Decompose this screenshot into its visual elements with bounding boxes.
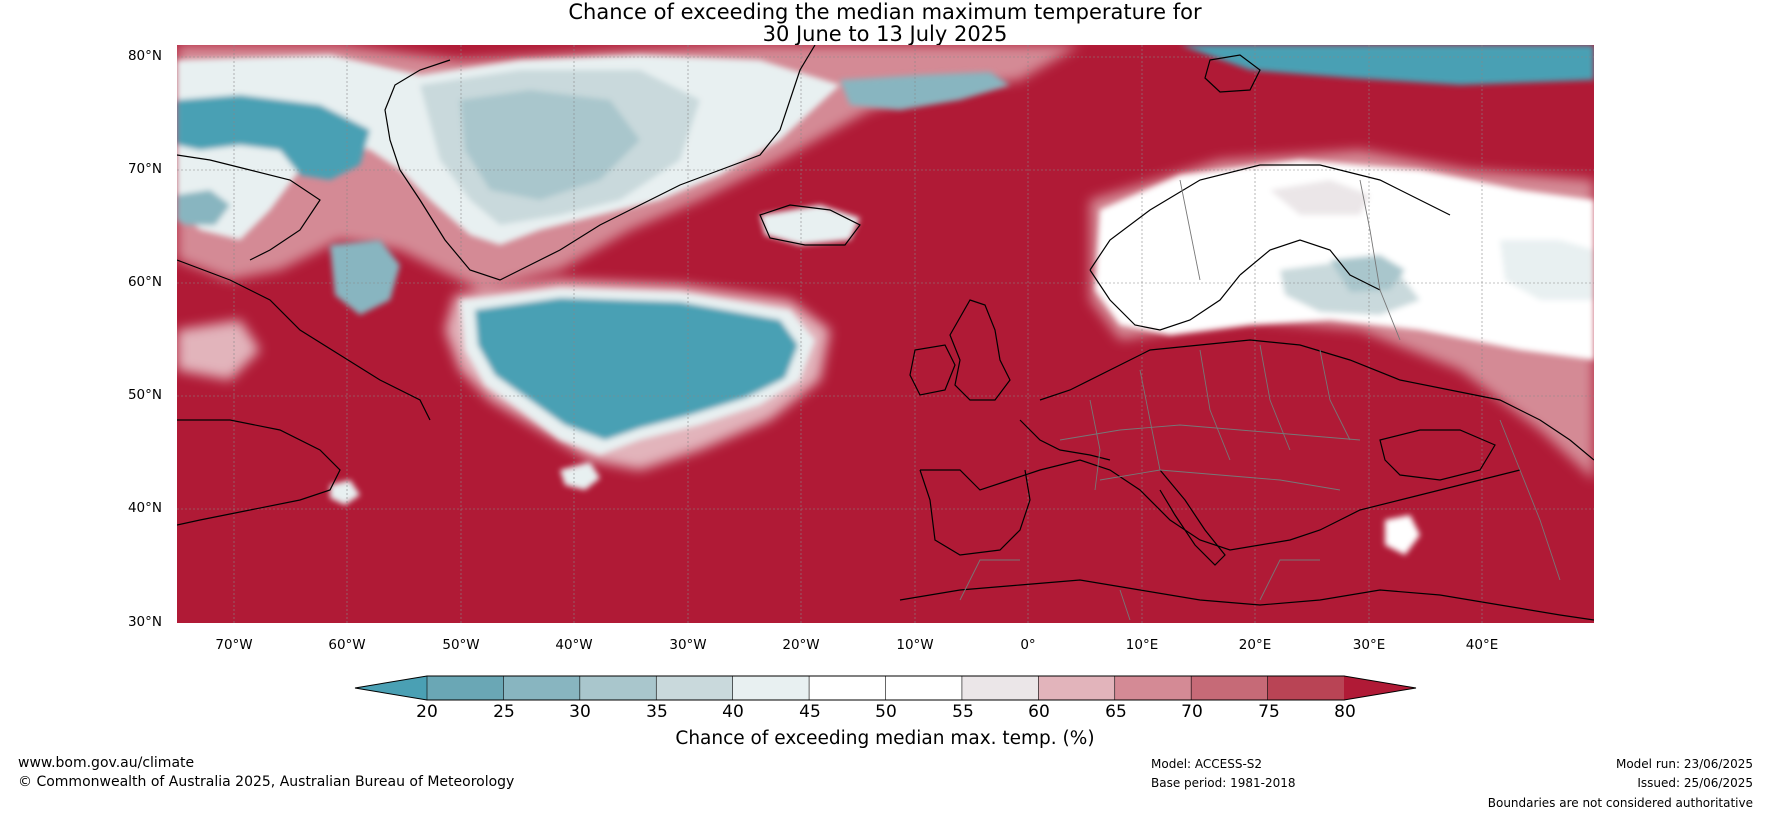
colorbar-cell [579,675,658,701]
colorbar-cell [1038,675,1116,701]
lon-label-20e: 20°E [1238,637,1272,653]
colorbar-tick-50: 50 [875,702,897,722]
disclaimer-text: Boundaries are not considered authoritat… [1487,796,1753,810]
lon-label-20w: 20°W [782,637,820,653]
colorbar-cells [426,675,1345,701]
lon-label-30e: 30°E [1352,637,1386,653]
colorbar-tick-20: 20 [416,702,438,722]
lon-label-50w: 50°W [442,637,480,653]
colorbar-tick-75: 75 [1258,702,1280,722]
colorbar-tick-70: 70 [1181,702,1203,722]
map-title-line-2: 30 June to 13 July 2025 [762,22,1008,46]
lat-label-80n: 80°N [127,48,162,64]
colorbar-outline [354,675,1417,701]
lon-label-10w: 10°W [896,637,934,653]
colorbar-cell [426,675,505,701]
model-text: Model: ACCESS-S2 [1151,757,1263,771]
colorbar-tick-65: 65 [1105,702,1127,722]
lat-label-60n: 60°N [127,274,162,290]
colorbar-tick-80: 80 [1334,702,1356,722]
colorbar-cell [1190,675,1269,701]
lat-label-50n: 50°N [127,387,162,403]
colorbar-cell [1114,675,1192,701]
lon-label-0: 0° [1020,637,1036,653]
lon-label-30w: 30°W [669,637,707,653]
lon-label-70w: 70°W [215,637,253,653]
colorbar-extend-high [1344,676,1416,700]
colorbar-cell [732,675,810,701]
country-boundaries [959,179,1561,621]
colorbar [354,675,1417,701]
colorbar-tick-35: 35 [646,702,668,722]
colorbar-tick-40: 40 [722,702,744,722]
colorbar-tick-30: 30 [569,702,591,722]
colorbar-cell [1267,675,1345,701]
colorbar-cell [961,675,1040,701]
lat-label-40n: 40°N [127,500,162,516]
colorbar-label: Chance of exceeding median max. temp. (%… [675,728,1095,749]
graticule [177,45,1594,623]
base-period-text: Base period: 1981-2018 [1151,776,1296,790]
colorbar-cell [808,675,887,701]
lon-label-10e: 10°E [1125,637,1159,653]
cool-anomaly-regions [177,45,1594,555]
colorbar-tick-25: 25 [493,702,515,722]
colorbar-extend-low [355,676,427,700]
lon-label-40e: 40°E [1465,637,1499,653]
model-run-text: Model run: 23/06/2025 [1615,757,1753,771]
website-link[interactable]: www.bom.gov.au/climate [18,755,195,771]
lat-label-30n: 30°N [127,614,162,630]
copyright-text: © Commonwealth of Australia 2025, Austra… [18,774,515,790]
colorbar-tick-45: 45 [799,702,821,722]
lat-label-70n: 70°N [127,161,162,177]
colorbar-cell [503,675,581,701]
colorbar-cell [655,675,734,701]
colorbar-tick-55: 55 [952,702,974,722]
colorbar-cell [885,675,963,701]
issued-text: Issued: 25/06/2025 [1637,776,1753,790]
map-title-line-1: Chance of exceeding the median maximum t… [568,0,1202,24]
lon-label-40w: 40°W [555,637,593,653]
lon-label-60w: 60°W [328,637,366,653]
map-field [177,45,1594,623]
coastlines [177,45,1594,621]
colorbar-tick-60: 60 [1028,702,1050,722]
